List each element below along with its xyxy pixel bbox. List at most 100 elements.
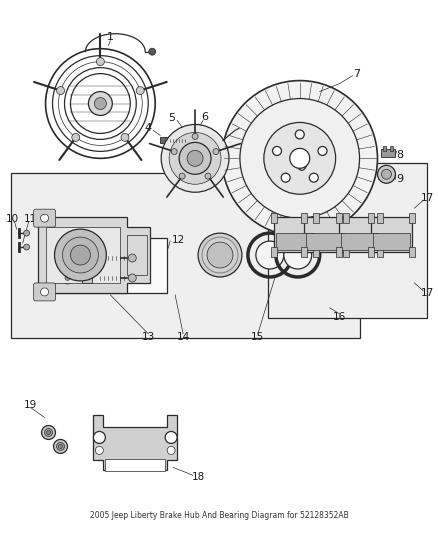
Bar: [304, 217, 346, 252]
Circle shape: [71, 245, 90, 265]
Bar: [274, 217, 316, 252]
Circle shape: [128, 274, 136, 282]
Circle shape: [41, 214, 49, 222]
Circle shape: [167, 447, 175, 455]
Bar: [46, 227, 120, 283]
Circle shape: [128, 254, 136, 262]
Polygon shape: [38, 217, 150, 293]
Circle shape: [72, 133, 80, 141]
Text: 13: 13: [141, 332, 155, 342]
Circle shape: [309, 173, 318, 182]
Text: 15: 15: [251, 332, 265, 342]
Circle shape: [169, 132, 221, 184]
Circle shape: [42, 425, 56, 439]
FancyBboxPatch shape: [34, 209, 56, 227]
Bar: [53, 238, 167, 293]
Text: 5: 5: [169, 114, 176, 124]
Bar: [343, 213, 349, 223]
Bar: [410, 247, 415, 257]
Circle shape: [65, 276, 70, 280]
Circle shape: [256, 241, 284, 269]
Circle shape: [378, 165, 396, 183]
Circle shape: [61, 252, 74, 264]
Circle shape: [318, 147, 327, 156]
Bar: [72, 274, 97, 282]
Circle shape: [284, 241, 312, 269]
Text: 8: 8: [396, 150, 403, 160]
Circle shape: [205, 173, 211, 179]
Bar: [372, 233, 410, 250]
Text: 17: 17: [421, 288, 434, 298]
Bar: [384, 147, 386, 151]
Bar: [276, 233, 314, 250]
Circle shape: [198, 233, 242, 277]
Circle shape: [88, 92, 112, 116]
Bar: [160, 138, 168, 143]
Circle shape: [192, 133, 198, 140]
Circle shape: [240, 99, 360, 218]
Bar: [301, 213, 307, 223]
Circle shape: [136, 86, 144, 94]
Circle shape: [272, 147, 282, 156]
Text: 6: 6: [201, 112, 208, 123]
Bar: [378, 247, 384, 257]
Bar: [371, 217, 413, 252]
Circle shape: [222, 80, 378, 236]
Circle shape: [53, 439, 67, 454]
Bar: [339, 217, 381, 252]
Circle shape: [96, 58, 104, 66]
Bar: [313, 247, 319, 257]
Circle shape: [165, 432, 177, 443]
Text: 9: 9: [396, 174, 403, 184]
Text: 11: 11: [24, 214, 37, 224]
Circle shape: [381, 169, 392, 179]
Text: 18: 18: [191, 472, 205, 482]
Circle shape: [24, 230, 30, 236]
Bar: [11, 173, 360, 338]
Bar: [390, 147, 393, 151]
Text: 16: 16: [333, 312, 346, 322]
Ellipse shape: [297, 155, 307, 171]
Text: 7: 7: [353, 69, 360, 78]
Bar: [82, 272, 92, 284]
Bar: [306, 233, 343, 250]
Circle shape: [93, 432, 106, 443]
Bar: [341, 233, 378, 250]
Circle shape: [95, 447, 103, 455]
Polygon shape: [93, 415, 177, 470]
Bar: [82, 253, 92, 263]
Bar: [378, 213, 384, 223]
Circle shape: [161, 124, 229, 192]
Bar: [336, 247, 342, 257]
Bar: [106, 459, 165, 471]
Circle shape: [65, 255, 70, 261]
Circle shape: [24, 244, 30, 250]
Text: 2005 Jeep Liberty Brake Hub And Bearing Diagram for 52128352AB: 2005 Jeep Liberty Brake Hub And Bearing …: [90, 511, 348, 520]
Circle shape: [63, 237, 99, 273]
Bar: [72, 254, 97, 262]
Circle shape: [57, 86, 64, 94]
Bar: [410, 213, 415, 223]
Bar: [343, 247, 349, 257]
Text: 14: 14: [177, 332, 190, 342]
Text: 1: 1: [107, 32, 114, 42]
Circle shape: [179, 173, 185, 179]
Text: 12: 12: [172, 235, 185, 245]
FancyBboxPatch shape: [34, 283, 56, 301]
Bar: [268, 163, 427, 318]
Circle shape: [46, 431, 50, 434]
Text: 19: 19: [24, 400, 37, 409]
Bar: [301, 247, 307, 257]
Circle shape: [57, 442, 64, 450]
Circle shape: [207, 242, 233, 268]
Circle shape: [290, 148, 310, 168]
Bar: [367, 247, 374, 257]
Bar: [381, 149, 396, 157]
Text: 10: 10: [6, 214, 19, 224]
Circle shape: [264, 123, 336, 194]
Circle shape: [295, 130, 304, 139]
Bar: [367, 213, 374, 223]
Text: 17: 17: [421, 193, 434, 203]
Circle shape: [121, 133, 129, 141]
Circle shape: [41, 288, 49, 296]
